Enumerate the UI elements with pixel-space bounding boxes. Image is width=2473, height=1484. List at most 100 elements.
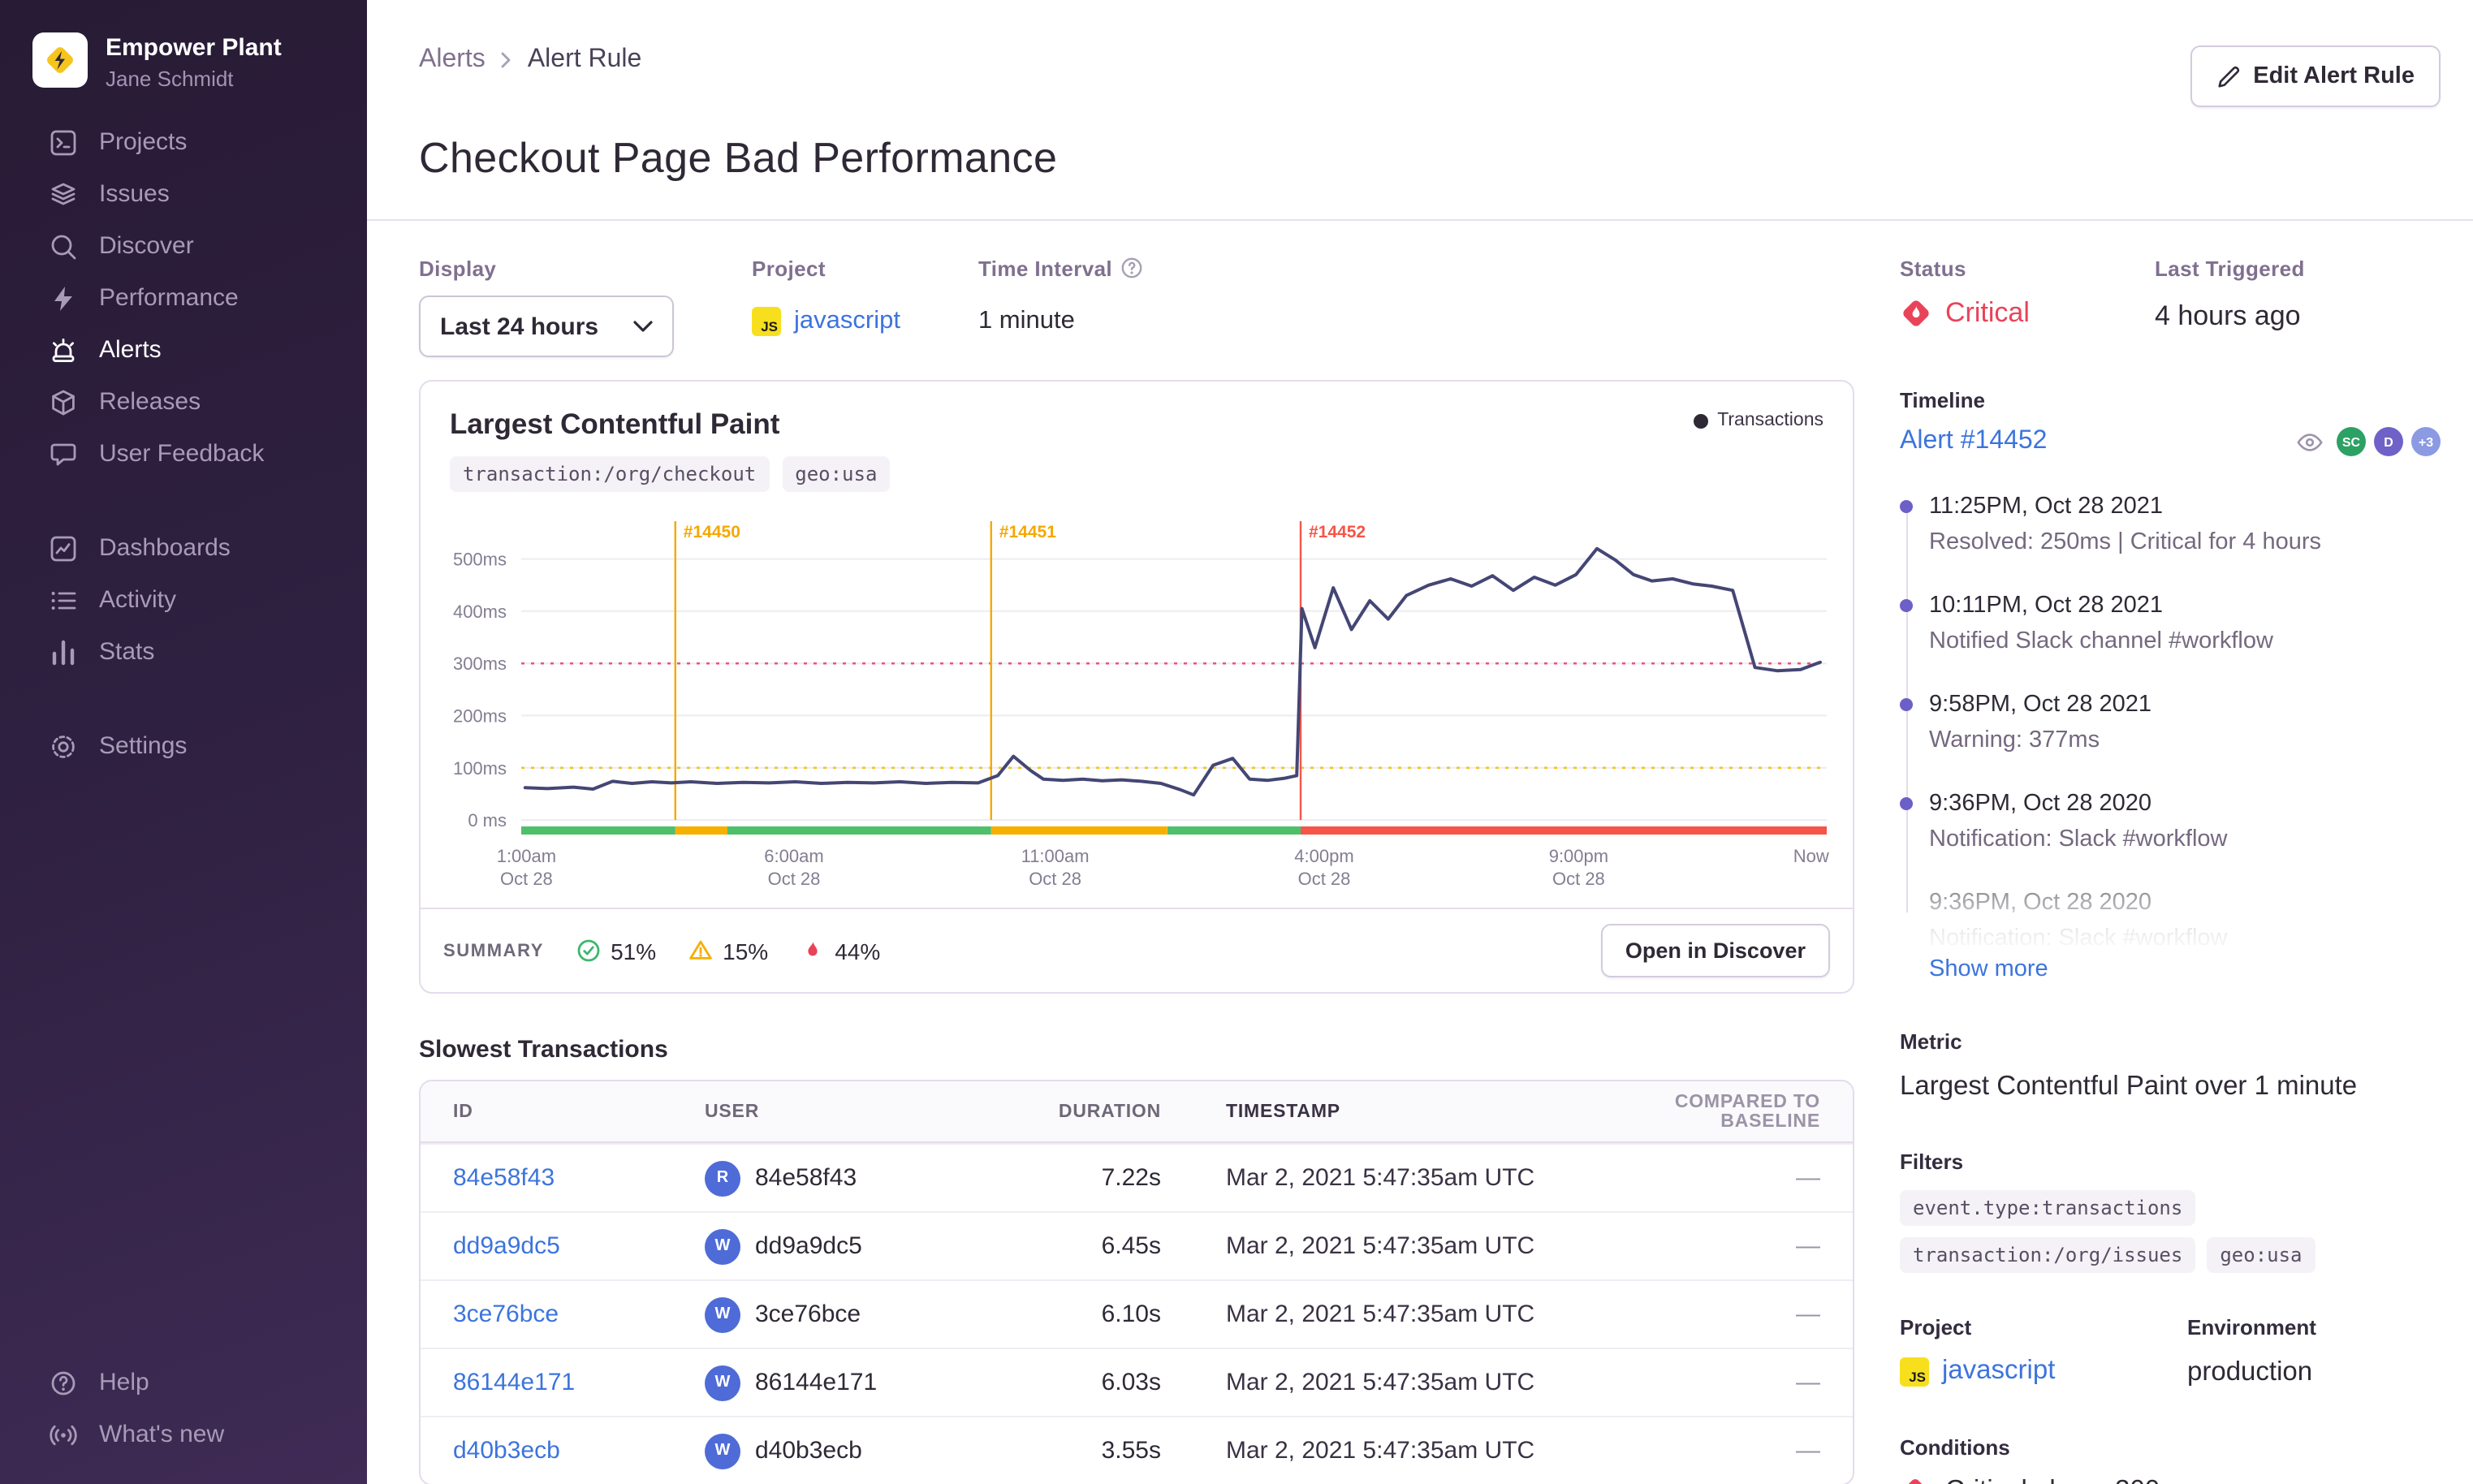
timeline-entry: 10:11PM, Oct 28 2021 Notified Slack chan… [1900, 591, 2441, 658]
eye-icon[interactable] [2296, 428, 2324, 455]
alerts-icon [52, 339, 75, 362]
svg-text:#14452: #14452 [1309, 523, 1366, 541]
project-link[interactable]: javascript [1942, 1356, 2056, 1385]
broadcast-icon [50, 1425, 77, 1446]
display-label: Display [419, 257, 497, 281]
sidebar-item-performance[interactable]: Performance [0, 273, 367, 325]
avatar-overflow-badge: +3 [2411, 427, 2441, 456]
last-triggered-block: Last Triggered 4 hours ago [2155, 257, 2305, 331]
edit-alert-rule-button[interactable]: Edit Alert Rule [2190, 45, 2441, 107]
critical-diamond-icon [1903, 300, 1929, 326]
dashboards-icon [50, 536, 76, 562]
fire-icon [808, 940, 818, 956]
sidebar-item-dashboards[interactable]: Dashboards [0, 523, 367, 575]
sidebar-item-issues[interactable]: Issues [0, 169, 367, 221]
transaction-id-link[interactable]: dd9a9dc5 [453, 1232, 560, 1260]
question-circle-icon[interactable] [1120, 257, 1143, 279]
avatar: SC [2337, 427, 2366, 456]
lcp-chart-card: Largest Contentful Paint Transactions tr… [419, 380, 1854, 994]
alert-participants: SC D +3 [2296, 427, 2441, 456]
svg-text:Now: Now [1793, 846, 1829, 866]
geo-tag-chip: geo:usa [782, 456, 891, 492]
sidebar-item-alerts[interactable]: Alerts [0, 325, 367, 377]
metric-value: Largest Contentful Paint over 1 minute [1900, 1072, 2358, 1101]
breadcrumb: Alerts Alert Rule [419, 45, 641, 75]
sidebar-item-stats[interactable]: Stats [0, 627, 367, 679]
transaction-id-link[interactable]: 84e58f43 [453, 1164, 555, 1192]
avatar: D [2374, 427, 2403, 456]
open-in-discover-button[interactable]: Open in Discover [1600, 924, 1830, 977]
sidebar-item-discover[interactable]: Discover [0, 221, 367, 273]
metric-section: Metric Largest Contentful Paint over 1 m… [1900, 1029, 2441, 1104]
gear-icon [52, 736, 75, 758]
avatar: R [705, 1160, 740, 1196]
chart-summary-row: SUMMARY 51% 15% 44% Ope [421, 908, 1853, 992]
timeline-dot [1900, 500, 1913, 513]
alert-details-panel: Status Critical Last Triggered 4 hours a… [1900, 257, 2441, 1484]
environment-section: Environment production [2187, 1315, 2316, 1390]
transaction-id-link[interactable]: d40b3ecb [453, 1437, 560, 1465]
svg-text:9:00pm: 9:00pm [1549, 846, 1608, 866]
timeline-dot [1900, 797, 1913, 810]
warning-triangle-icon [689, 940, 712, 960]
interval-value: 1 minute [978, 307, 1075, 334]
user-feedback-icon [50, 443, 76, 466]
check-circle-icon [577, 939, 600, 962]
summary-healthy: 51% [576, 938, 656, 964]
sidebar-footer: Help What's new [0, 1357, 367, 1468]
sidebar-item-help[interactable]: Help [0, 1357, 367, 1409]
javascript-platform-icon: JS [752, 307, 781, 336]
status-block: Status Critical [1900, 257, 2155, 333]
svg-text:0 ms: 0 ms [468, 810, 507, 830]
sidebar-item-whats-new[interactable]: What's new [0, 1409, 367, 1461]
projects-icon [50, 130, 76, 156]
issues-icon [51, 183, 76, 205]
help-icon [51, 1371, 76, 1396]
avatar: W [705, 1296, 740, 1332]
svg-text:500ms: 500ms [453, 550, 507, 570]
chart-legend[interactable]: Transactions [1693, 411, 1823, 430]
header-divider [367, 219, 2473, 221]
svg-text:11:00am: 11:00am [1021, 846, 1090, 866]
sidebar-item-settings[interactable]: Settings [0, 721, 367, 773]
critical-diamond-icon [1903, 1479, 1927, 1484]
sidebar-item-releases[interactable]: Releases [0, 377, 367, 429]
filter-chip: event.type:transactions [1900, 1190, 2196, 1226]
releases-icon [52, 390, 75, 416]
display-select[interactable]: Last 24 hours [419, 296, 674, 357]
project-environment-row: Project JS javascript Environment produc… [1900, 1315, 2441, 1390]
page-title: Checkout Page Bad Performance [419, 133, 1058, 182]
sidebar-item-user-feedback[interactable]: User Feedback [0, 429, 367, 481]
filter-chip: geo:usa [2207, 1237, 2315, 1273]
sidebar-item-projects[interactable]: Projects [0, 117, 367, 169]
table-row: 3ce76bce W 3ce76bce 6.10s Mar 2, 2021 5:4… [421, 1279, 1853, 1348]
project-section: Project JS javascript [1900, 1315, 2056, 1386]
timeline-dot [1900, 896, 1913, 909]
project-link[interactable]: javascript [794, 307, 900, 334]
lcp-chart-svg[interactable]: 0 ms 100ms 200ms 300ms 400ms 500ms #14450 #1445… [421, 498, 1853, 908]
breadcrumb-alerts-link[interactable]: Alerts [419, 45, 486, 73]
sidebar-item-activity[interactable]: Activity [0, 575, 367, 627]
summary-critical: 44% [801, 938, 880, 964]
timeline-entry: 11:25PM, Oct 28 2021 Resolved: 250ms | C… [1900, 492, 2441, 559]
show-more-link[interactable]: Show more [1929, 956, 2048, 982]
environment-value: production [2187, 1357, 2313, 1387]
svg-text:4:00pm: 4:00pm [1294, 846, 1353, 866]
chevron-down-icon [633, 321, 653, 332]
timeline-entry: 9:58PM, Oct 28 2021 Warning: 377ms [1900, 690, 2441, 757]
chevron-right-icon [501, 52, 511, 68]
svg-text:Oct 28: Oct 28 [1552, 869, 1605, 889]
timeline-section: Timeline Alert #14452 SC D +3 [1900, 388, 2441, 984]
alert-link[interactable]: Alert #14452 [1900, 427, 2048, 455]
transaction-id-link[interactable]: 3ce76bce [453, 1301, 559, 1328]
avatar: W [705, 1228, 740, 1264]
org-switcher[interactable]: Empower Plant Jane Schmidt [0, 26, 367, 117]
svg-text:#14450: #14450 [684, 523, 740, 541]
discover-icon [51, 235, 76, 260]
filters-section: Filters event.type:transactions transact… [1900, 1150, 2441, 1273]
timeline-dot [1900, 599, 1913, 612]
transaction-id-link[interactable]: 86144e171 [453, 1369, 576, 1396]
